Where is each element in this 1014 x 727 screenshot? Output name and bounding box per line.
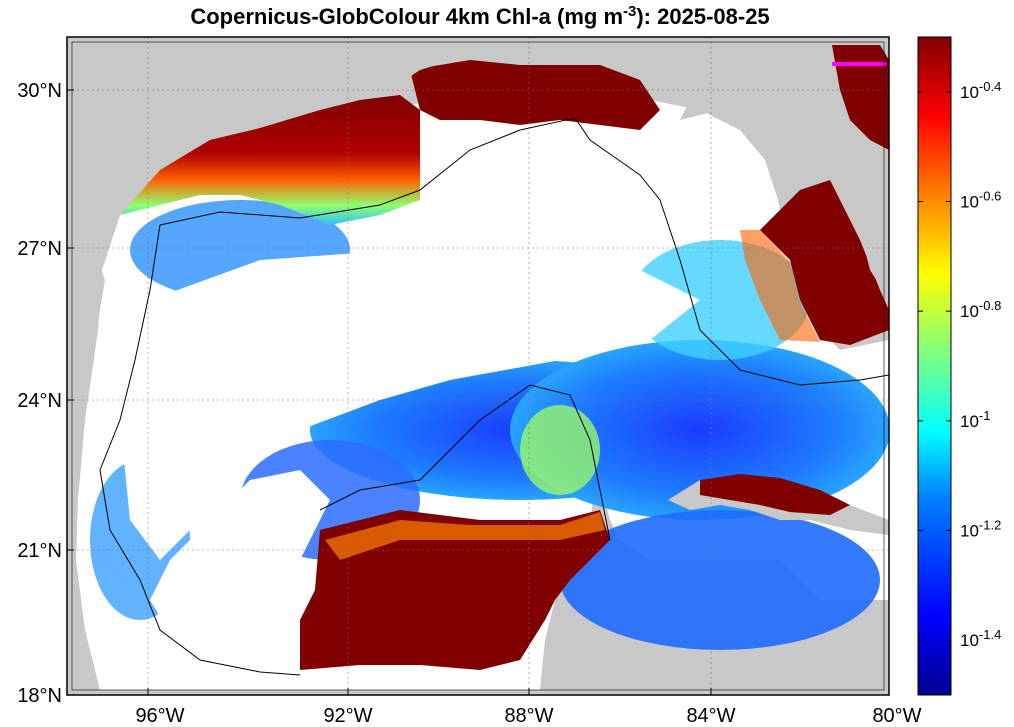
cloud-gap-south	[150, 470, 330, 690]
chl-band-north-coast	[120, 95, 420, 225]
chl-field-caribbean	[560, 510, 880, 650]
y-tick-label: 18°N	[17, 685, 62, 707]
colorbar-ticks: 10-0.4 10-0.6 10-0.8 10-1 10-1.2 10-1.4	[918, 79, 1001, 650]
y-axis-labels: 18°N 21°N 24°N 27°N 30°N	[17, 80, 62, 707]
x-axis-labels: 96°W 92°W 88°W 84°W 80°W	[135, 705, 921, 727]
chl-band-campeche-edge	[325, 512, 605, 560]
florida-land	[680, 37, 889, 310]
shelf-contour	[99, 117, 889, 676]
gridlines	[67, 37, 889, 695]
colorbar-tick-label: 10-1.4	[960, 627, 1001, 650]
y-tick-label: 21°N	[17, 540, 62, 562]
chl-band-cuba	[700, 474, 850, 515]
x-tick-label: 88°W	[504, 705, 553, 727]
y-tick-label: 27°N	[17, 238, 62, 260]
x-tick-label: 80°W	[872, 705, 921, 727]
yucatan-peninsula	[540, 510, 889, 695]
colorbar-tick-label: 10-0.8	[960, 298, 1001, 321]
cloud-gap-central	[120, 250, 700, 560]
x-tick-label: 84°W	[686, 705, 735, 727]
x-tick-label: 96°W	[135, 705, 184, 727]
colorbar-tick-label: 10-0.6	[960, 189, 1001, 212]
axis-ticks	[67, 89, 890, 696]
colorbar-tick-label: 10-1	[960, 408, 990, 431]
chl-band-florida-atlantic	[832, 45, 889, 150]
x-tick-label: 92°W	[323, 705, 372, 727]
chl-field-east	[510, 340, 889, 520]
figure-title: Copernicus-GlobColour 4km Chl-a (mg m-3)…	[190, 3, 769, 29]
colorbar: 10-0.4 10-0.6 10-0.8 10-1 10-1.2 10-1.4	[917, 36, 1001, 696]
y-tick-label: 24°N	[17, 390, 62, 412]
map-frame	[66, 36, 890, 696]
chl-band-louisiana	[410, 60, 660, 130]
colorbar-gradient	[917, 36, 952, 696]
chl-field-green	[520, 405, 600, 495]
chl-band-florida-edge	[740, 230, 820, 342]
map-plot-area	[67, 37, 889, 695]
mexico-land	[67, 240, 105, 695]
map-inner-frame	[71, 41, 885, 691]
colorbar-tick-label: 10-1.2	[960, 518, 1001, 541]
colorbar-tick-label: 10-0.4	[960, 79, 1001, 102]
y-tick-label: 30°N	[17, 80, 62, 102]
